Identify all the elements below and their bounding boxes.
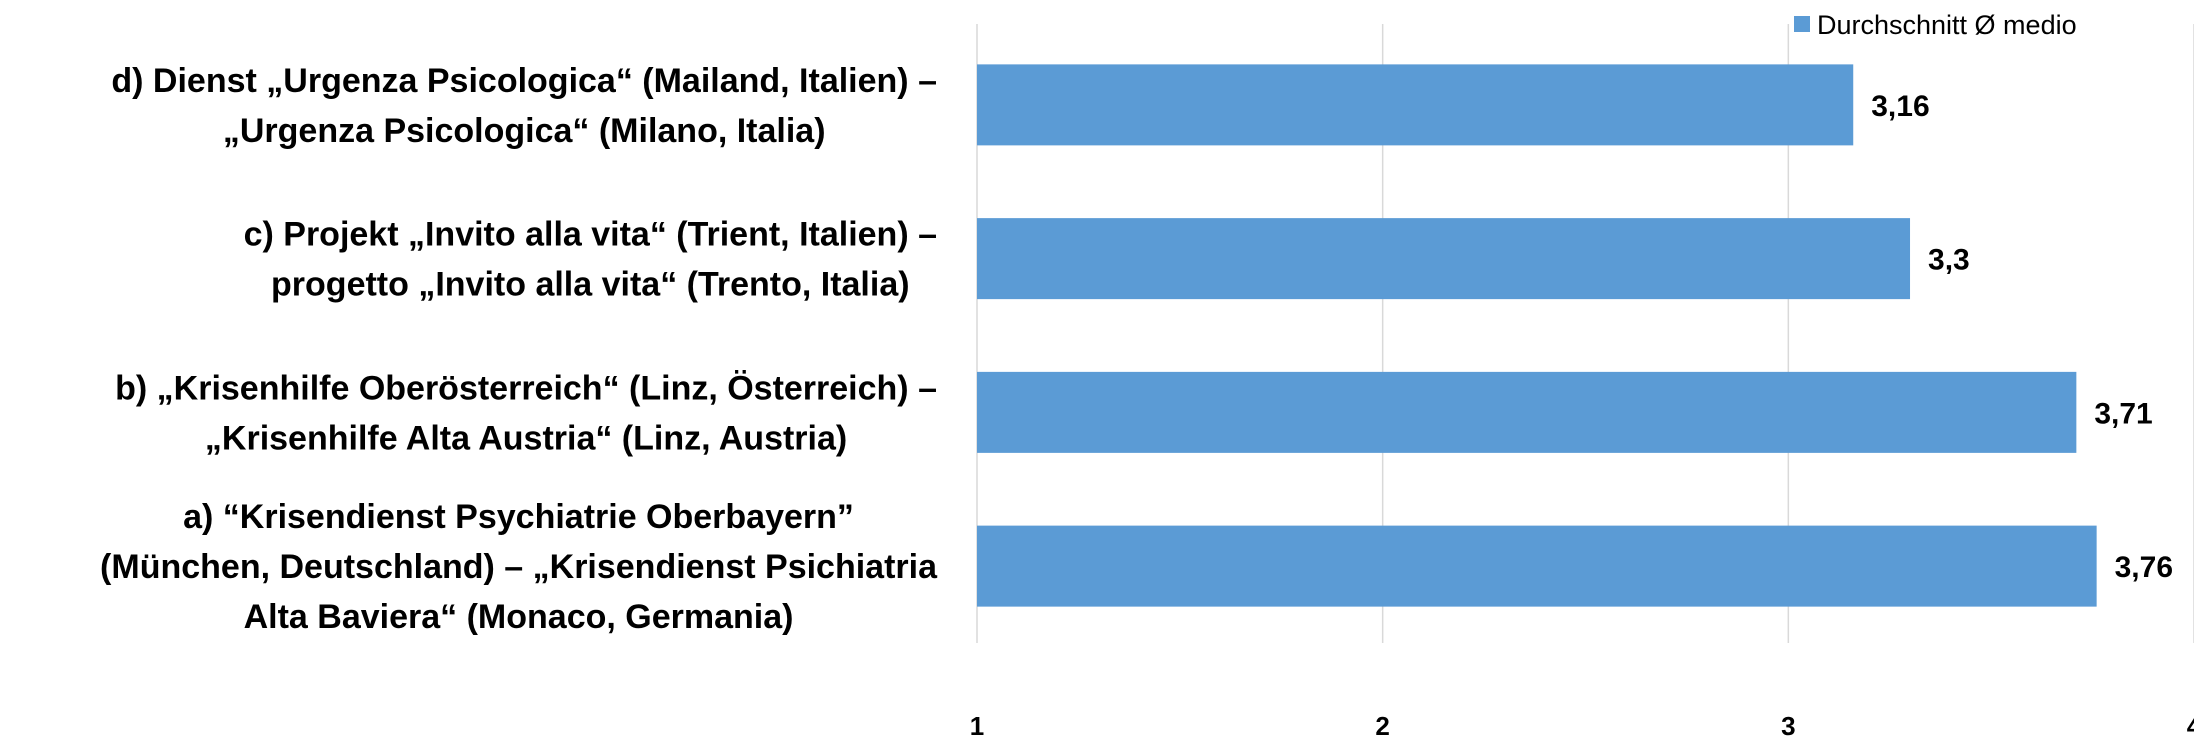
legend-swatch [1794, 16, 1810, 32]
category-label: c) Projekt „Invito alla vita“ (Trient, I… [244, 216, 937, 304]
category-label-line: progetto „Invito alla vita“ (Trento, Ita… [271, 266, 910, 304]
x-tick-label: 2 [1375, 711, 1389, 736]
category-labels: d) Dienst „Urgenza Psicologica“ (Mailand… [100, 62, 938, 636]
bar [977, 371, 2077, 453]
data-labels: 3,16 3,3 3,71 3,76 [1871, 90, 2173, 584]
x-tick-label: 1 [970, 711, 984, 736]
category-label-line: b) „Krisenhilfe Oberösterreich“ (Linz, Ö… [115, 369, 937, 407]
legend-label: Durchschnitt Ø medio [1817, 10, 2077, 40]
category-label: a) “Krisendienst Psychiatrie Oberbayern”… [100, 498, 938, 636]
data-label: 3,71 [2094, 397, 2152, 430]
category-label-line: c) Projekt „Invito alla vita“ (Trient, I… [244, 216, 937, 254]
bar [977, 218, 1911, 300]
legend: Durchschnitt Ø medio [1794, 10, 2077, 40]
category-label-line: (München, Deutschland) – „Krisendienst P… [100, 548, 938, 586]
category-label-line: „Krisenhilfe Alta Austria“ (Linz, Austri… [205, 419, 847, 457]
category-label-line: „Urgenza Psicologica“ (Milano, Italia) [223, 112, 826, 150]
data-label: 3,76 [2115, 551, 2173, 584]
x-axis-tick-labels: 1 2 3 4 [970, 711, 2194, 736]
category-label: b) „Krisenhilfe Oberösterreich“ (Linz, Ö… [115, 369, 937, 457]
bar [977, 525, 2097, 607]
bar [977, 64, 1854, 146]
x-tick-label: 4 [2187, 711, 2194, 736]
category-label-line: a) “Krisendienst Psychiatrie Oberbayern” [183, 498, 854, 536]
category-label: d) Dienst „Urgenza Psicologica“ (Mailand… [111, 62, 937, 150]
data-label: 3,3 [1928, 244, 1970, 277]
category-label-line: Alta Baviera“ (Monaco, Germania) [244, 598, 794, 636]
bars [977, 64, 2097, 607]
data-label: 3,16 [1871, 90, 1929, 123]
x-tick-label: 3 [1781, 711, 1795, 736]
category-label-line: d) Dienst „Urgenza Psicologica“ (Mailand… [111, 62, 937, 100]
